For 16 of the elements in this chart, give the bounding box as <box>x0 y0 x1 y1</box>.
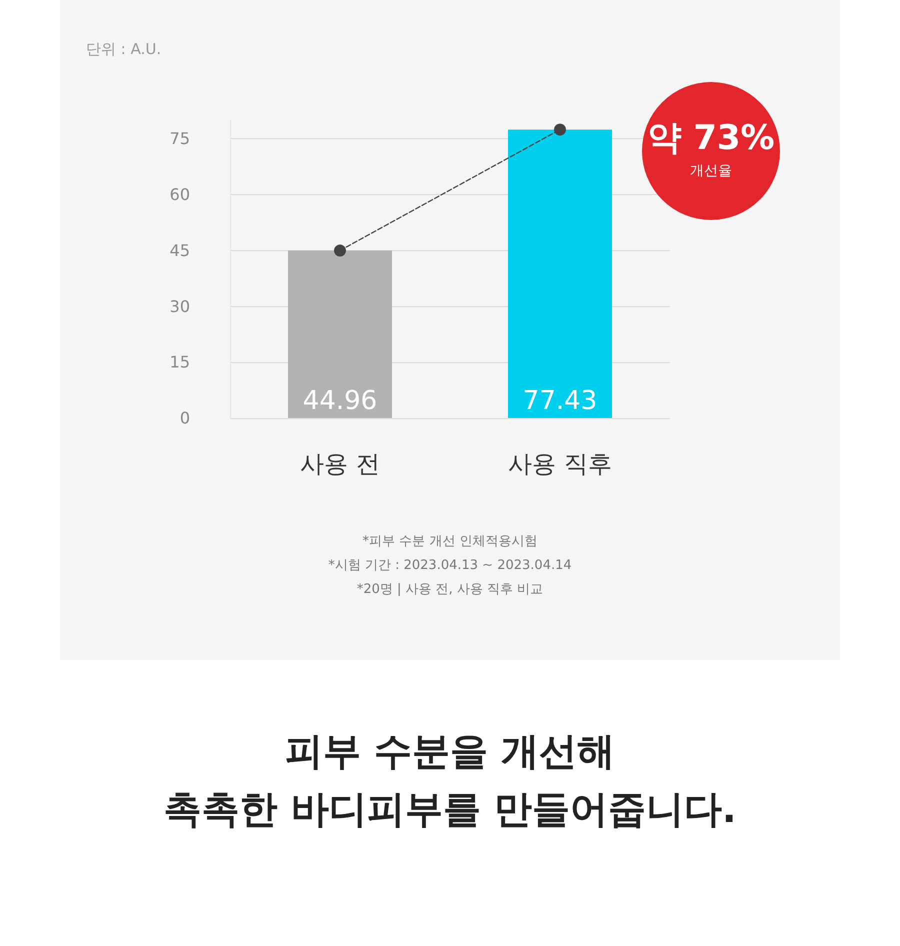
y-tick-label: 60 <box>170 185 190 204</box>
x-tick-label: 사용 직후 <box>508 450 612 478</box>
y-tick-label: 15 <box>170 352 190 372</box>
text: *피부 수분 개선 인체적용시험 <box>362 533 538 551</box>
y-tick-label: 30 <box>170 296 190 316</box>
x-tick-label: 사용 전 <box>300 450 380 478</box>
y-tick-label: 45 <box>170 240 190 260</box>
data-label: 44.96 <box>302 386 378 416</box>
data-label: 77.43 <box>522 386 598 416</box>
annotation: 약 73% <box>646 118 776 158</box>
y-axis-title: 단위 : A.U. <box>86 40 162 59</box>
text: *20명 | 사용 전, 사용 직후 비교 <box>356 581 544 599</box>
y-tick-label: 0 <box>180 408 190 428</box>
y-tick-label: 75 <box>170 129 190 148</box>
text: 피부 수분을 개선해 촉촉한 바디피부를 만들어줍니다. <box>162 728 738 833</box>
text: *시험 기간 : 2023.04.13 ~ 2023.04.14 <box>327 557 573 575</box>
